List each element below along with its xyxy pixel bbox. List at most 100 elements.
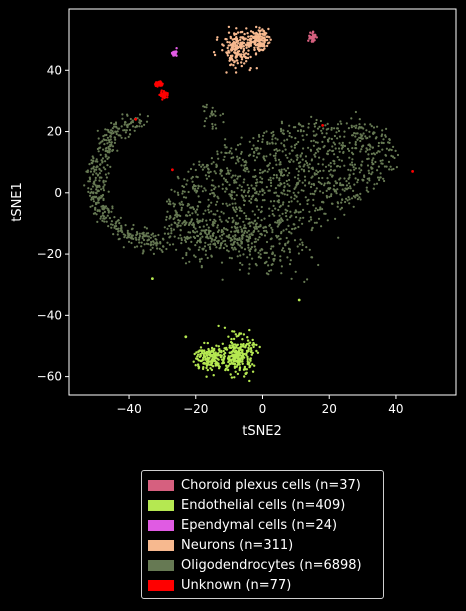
endothelial-cells-point	[192, 360, 195, 363]
oligodendrocytes-point	[252, 137, 255, 140]
oligodendrocytes-point	[161, 250, 164, 253]
oligodendrocytes-point	[303, 163, 306, 166]
oligodendrocytes-point	[316, 127, 320, 130]
oligodendrocytes-point	[243, 231, 246, 235]
neurons-point	[258, 32, 262, 35]
oligodendrocytes-point	[274, 137, 277, 140]
oligodendrocytes-point	[126, 125, 129, 129]
oligodendrocytes-point	[351, 147, 354, 150]
endothelial-cells-point	[184, 335, 188, 339]
oligodendrocytes-point	[360, 135, 363, 138]
oligodendrocytes-point	[362, 132, 365, 135]
oligodendrocytes-point	[128, 128, 132, 132]
oligodendrocytes-point	[216, 150, 219, 153]
oligodendrocytes-point	[92, 192, 95, 195]
oligodendrocytes-point	[359, 198, 362, 201]
endothelial-cells-point	[234, 370, 237, 373]
oligodendrocytes-point	[286, 174, 289, 177]
oligodendrocytes-point	[138, 113, 142, 116]
neurons-point	[235, 32, 238, 36]
oligodendrocytes-point	[345, 184, 349, 187]
endothelial-cells-point	[251, 338, 254, 342]
oligodendrocytes-point	[288, 171, 291, 175]
oligodendrocytes-point	[140, 125, 143, 128]
oligodendrocytes-point	[289, 210, 292, 213]
oligodendrocytes-point	[197, 221, 200, 224]
neurons-point	[249, 67, 252, 70]
oligodendrocytes-point	[99, 217, 102, 220]
oligodendrocytes-point	[299, 238, 302, 241]
neurons-point	[257, 29, 260, 32]
neurons-point	[268, 36, 271, 39]
oligodendrocytes-point	[117, 219, 120, 222]
oligodendrocytes-point	[280, 168, 283, 171]
oligodendrocytes-point	[315, 187, 318, 190]
oligodendrocytes-point	[220, 220, 223, 223]
endothelial-cells-point	[248, 379, 251, 383]
oligodendrocytes-point	[348, 149, 351, 152]
oligodendrocytes-point	[133, 129, 136, 132]
oligodendrocytes-point	[260, 219, 263, 222]
oligodendrocytes-point	[114, 138, 117, 141]
oligodendrocytes-point	[91, 173, 95, 176]
oligodendrocytes-point	[299, 130, 302, 133]
oligodendrocytes-point	[336, 205, 339, 208]
oligodendrocytes-point	[180, 238, 183, 242]
oligodendrocytes-point	[166, 227, 169, 230]
oligodendrocytes-point	[111, 207, 114, 210]
oligodendrocytes-point	[349, 185, 352, 188]
oligodendrocytes-point	[87, 187, 90, 190]
oligodendrocytes-point	[271, 213, 274, 216]
oligodendrocytes-point	[119, 227, 122, 230]
oligodendrocytes-point	[191, 206, 195, 209]
neurons-point	[236, 59, 239, 62]
neurons-point	[234, 47, 237, 50]
oligodendrocytes-point	[136, 117, 139, 120]
oligodendrocytes-point	[124, 121, 127, 124]
oligodendrocytes-point	[107, 190, 110, 193]
oligodendrocytes-point	[212, 113, 215, 116]
oligodendrocytes-point	[352, 189, 355, 192]
oligodendrocytes-point	[333, 153, 336, 156]
oligodendrocytes-point	[240, 246, 244, 249]
oligodendrocytes-point	[294, 227, 297, 230]
endothelial-cells-point	[217, 364, 220, 367]
oligodendrocytes-point	[205, 177, 208, 180]
oligodendrocytes-point	[322, 169, 325, 172]
oligodendrocytes-point	[234, 227, 237, 230]
endothelial-cells-point	[203, 349, 206, 352]
oligodendrocytes-point	[240, 228, 243, 231]
oligodendrocytes-point	[161, 237, 165, 240]
oligodendrocytes-point	[352, 153, 355, 156]
oligodendrocytes-point	[176, 225, 179, 228]
oligodendrocytes-point	[118, 222, 121, 225]
oligodendrocytes-point	[232, 156, 235, 159]
oligodendrocytes-point	[109, 223, 113, 226]
oligodendrocytes-point	[237, 243, 240, 246]
oligodendrocytes-point	[371, 159, 374, 162]
oligodendrocytes-point	[224, 190, 227, 193]
neurons-point	[247, 53, 250, 56]
oligodendrocytes-point	[250, 184, 253, 187]
oligodendrocytes-point	[230, 190, 233, 193]
unknown-point	[166, 96, 169, 99]
oligodendrocytes-point	[255, 199, 259, 202]
oligodendrocytes-point	[296, 200, 299, 203]
oligodendrocytes-point	[107, 209, 110, 212]
oligodendrocytes-point	[279, 174, 283, 177]
oligodendrocytes-point	[197, 185, 200, 188]
oligodendrocytes-point	[226, 249, 229, 252]
oligodendrocytes-point	[95, 202, 98, 205]
oligodendrocytes-point	[304, 196, 307, 199]
oligodendrocytes-point	[364, 150, 367, 153]
neurons-point	[227, 31, 231, 34]
endothelial-cells-point	[248, 341, 252, 344]
oligodendrocytes-point	[160, 249, 163, 252]
oligodendrocytes-point	[279, 255, 282, 258]
oligodendrocytes-point	[256, 146, 259, 149]
oligodendrocytes-point	[195, 241, 199, 244]
neurons-point	[257, 35, 260, 38]
oligodendrocytes-point	[227, 250, 230, 253]
oligodendrocytes-point	[354, 132, 358, 135]
oligodendrocytes-point	[233, 240, 236, 243]
